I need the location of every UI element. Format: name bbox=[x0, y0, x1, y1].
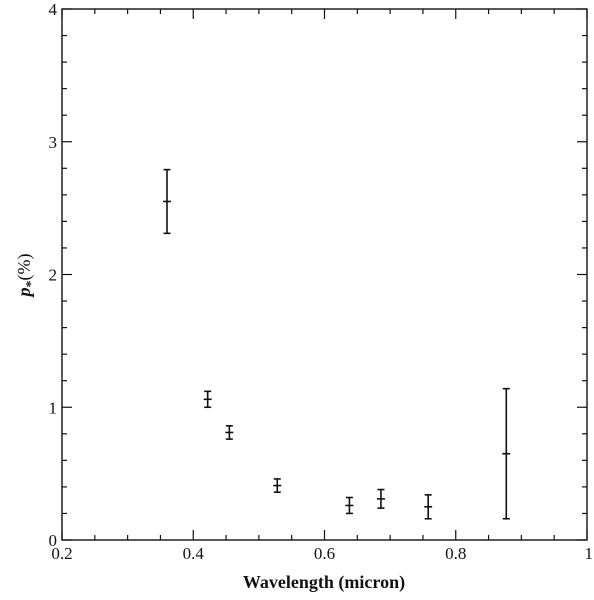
x-tick-label: 0.4 bbox=[183, 544, 205, 563]
y-tick-label: 3 bbox=[49, 133, 58, 152]
x-tick-label: 1 bbox=[585, 544, 594, 563]
plot-frame bbox=[61, 8, 588, 541]
data-point bbox=[376, 488, 385, 509]
y-tick-label: 2 bbox=[49, 266, 58, 285]
data-points bbox=[163, 168, 511, 520]
data-point bbox=[502, 387, 511, 520]
data-point bbox=[424, 494, 433, 520]
x-axis-title: Wavelength (micron) bbox=[243, 572, 405, 593]
data-point bbox=[273, 478, 282, 494]
x-tick-label: 0.8 bbox=[445, 544, 466, 563]
tick-labels: 0.2 0.4 0.6 0.8 1 0 1 2 3 4 bbox=[49, 0, 594, 563]
y-axis-unit: (%) bbox=[14, 254, 35, 281]
x-tick-label: 0.2 bbox=[51, 544, 72, 563]
y-axis-title: p*(%) bbox=[14, 254, 39, 299]
y-axis-symbol: p bbox=[14, 287, 34, 298]
data-point bbox=[163, 168, 171, 235]
data-point bbox=[345, 496, 354, 515]
data-point bbox=[203, 390, 212, 409]
y-tick-label: 4 bbox=[49, 0, 58, 19]
y-tick-label: 0 bbox=[49, 531, 58, 550]
y-axis-subscript: * bbox=[24, 280, 39, 287]
y-tick-label: 1 bbox=[49, 398, 58, 417]
x-tick-label: 0.6 bbox=[314, 544, 335, 563]
axis-ticks bbox=[61, 8, 588, 541]
data-point bbox=[225, 425, 234, 440]
